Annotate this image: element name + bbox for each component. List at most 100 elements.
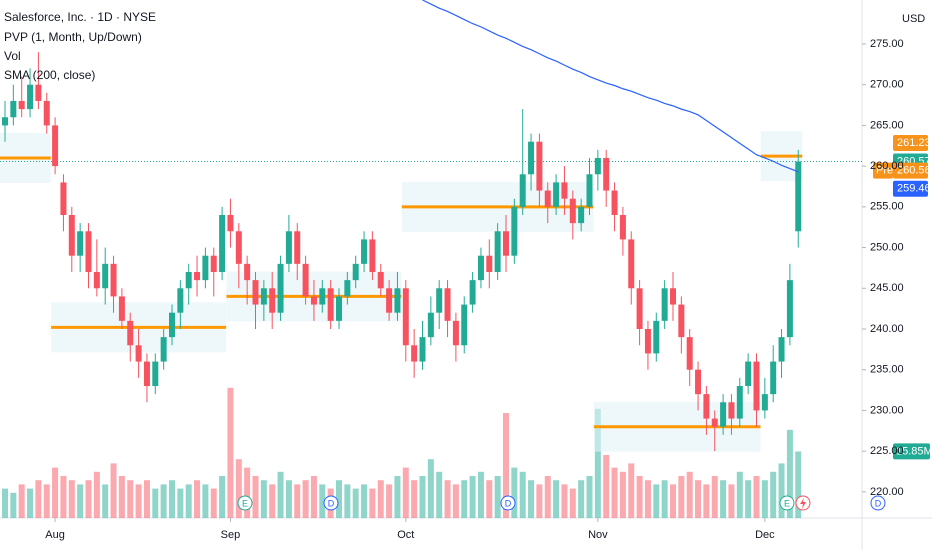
volume-bar bbox=[260, 480, 267, 518]
candle-body bbox=[528, 141, 535, 175]
event-icon-glyph bbox=[800, 498, 806, 509]
volume-bar bbox=[118, 476, 125, 518]
candle-body bbox=[544, 190, 551, 207]
volume-bar bbox=[102, 484, 109, 518]
candle-body bbox=[786, 280, 793, 338]
volume-bar bbox=[402, 467, 409, 518]
volume-bar bbox=[35, 480, 42, 518]
candle-body bbox=[302, 263, 309, 297]
volume-bar bbox=[594, 408, 601, 518]
volume-bar bbox=[369, 488, 376, 518]
volume-bar bbox=[202, 484, 209, 518]
volume-bar bbox=[85, 480, 92, 518]
event-icon[interactable] bbox=[870, 495, 886, 511]
indicator-label: PVP (1, Month, Up/Down) bbox=[4, 30, 142, 44]
indicator-label: Vol bbox=[4, 49, 21, 63]
candle-body bbox=[795, 161, 802, 232]
candle-body bbox=[352, 263, 359, 281]
volume-bar bbox=[761, 480, 768, 518]
candle-body bbox=[561, 182, 568, 199]
volume-bar bbox=[778, 463, 785, 518]
y-tick-label: 265.00 bbox=[870, 119, 904, 131]
candle-body bbox=[686, 337, 693, 370]
volume-bar bbox=[344, 484, 351, 518]
candle-body bbox=[728, 402, 735, 419]
chart-title: Salesforce, Inc. · 1D · NYSE bbox=[4, 10, 156, 24]
volume-bar bbox=[477, 471, 484, 518]
sma-line bbox=[422, 0, 799, 173]
volume-bar bbox=[235, 459, 242, 518]
volume-bar bbox=[561, 484, 568, 518]
event-icon[interactable] bbox=[323, 495, 339, 511]
volume-bar bbox=[319, 484, 326, 518]
candle-body bbox=[511, 206, 518, 256]
candle-body bbox=[369, 239, 376, 272]
candle-body bbox=[177, 288, 184, 313]
x-tick-label: Nov bbox=[588, 529, 608, 541]
candle-body bbox=[27, 84, 34, 110]
plot-area bbox=[0, 0, 862, 518]
volume-bar bbox=[611, 467, 618, 518]
candle-body bbox=[18, 100, 25, 110]
volume-bar bbox=[770, 471, 777, 518]
candle-body bbox=[386, 288, 393, 313]
candle-body bbox=[436, 288, 443, 313]
volume-bar bbox=[210, 488, 217, 518]
event-markers: E D D E D bbox=[237, 495, 886, 511]
volume-bar bbox=[444, 480, 451, 518]
event-icon[interactable] bbox=[237, 495, 253, 511]
volume-bar bbox=[377, 480, 384, 518]
candle-body bbox=[127, 320, 134, 346]
candle-body bbox=[419, 337, 426, 362]
volume-bar bbox=[419, 476, 426, 518]
candle-body bbox=[461, 304, 468, 346]
volume-bar bbox=[703, 484, 710, 518]
volume-bar bbox=[110, 463, 117, 518]
candle-body bbox=[411, 345, 418, 362]
volume-bar bbox=[786, 429, 793, 518]
candle-body bbox=[619, 214, 626, 240]
volume-bar bbox=[77, 484, 84, 518]
candle-body bbox=[377, 271, 384, 289]
volume-bar bbox=[277, 471, 284, 518]
candle-body bbox=[753, 361, 760, 411]
event-icon[interactable] bbox=[779, 495, 795, 511]
candle-body bbox=[143, 361, 150, 386]
candle-body bbox=[152, 361, 159, 386]
candle-body bbox=[85, 231, 92, 272]
candle-body bbox=[611, 190, 618, 215]
volume-bar bbox=[686, 471, 693, 518]
volume-bar bbox=[394, 476, 401, 518]
volume-bar bbox=[544, 476, 551, 518]
volume-bar bbox=[503, 413, 509, 518]
volume-bar bbox=[219, 476, 226, 518]
candle-body bbox=[35, 84, 42, 101]
y-tick-label: 250.00 bbox=[870, 241, 904, 253]
volume-bar bbox=[720, 480, 727, 518]
volume-bar bbox=[528, 480, 535, 518]
y-tick-label: 220.00 bbox=[870, 486, 904, 498]
candle-body bbox=[711, 418, 718, 427]
candle-body bbox=[394, 288, 401, 313]
volume-bar bbox=[177, 488, 184, 518]
volume-bar bbox=[653, 484, 660, 518]
y-tick-label: 240.00 bbox=[870, 323, 904, 335]
candle-body bbox=[603, 157, 610, 191]
candle-body bbox=[519, 174, 526, 207]
volume-bar bbox=[411, 480, 418, 518]
volume-bar bbox=[536, 484, 543, 518]
volume-bar bbox=[169, 480, 175, 518]
volume-bar bbox=[302, 480, 309, 518]
candle-body bbox=[269, 288, 276, 313]
candle-body bbox=[227, 214, 234, 232]
price-tag-box bbox=[873, 162, 893, 179]
volume-bar bbox=[753, 476, 760, 518]
volume-bar bbox=[93, 471, 100, 518]
candle-body bbox=[778, 337, 785, 362]
volume-bar bbox=[619, 471, 626, 518]
candle-body bbox=[135, 345, 142, 362]
event-icon[interactable] bbox=[500, 495, 516, 511]
candle-body bbox=[202, 255, 209, 281]
candle-body bbox=[336, 296, 342, 321]
volume-bar bbox=[361, 484, 368, 518]
